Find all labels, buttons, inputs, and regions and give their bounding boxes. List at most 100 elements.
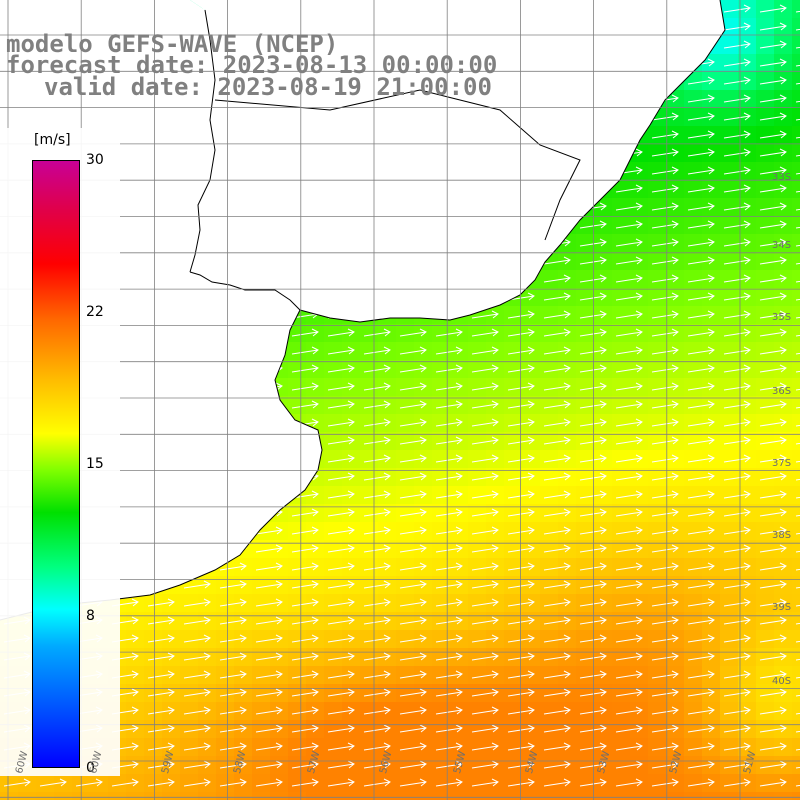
field-cell <box>684 180 703 199</box>
wind-arrow <box>759 76 787 85</box>
wind-arrow <box>327 724 355 733</box>
field-cell <box>288 738 307 757</box>
field-cell <box>378 468 397 487</box>
wind-arrow <box>723 544 751 553</box>
field-cell <box>720 630 739 649</box>
wind-arrow <box>615 328 643 337</box>
field-cell <box>540 270 559 289</box>
wind-arrow <box>687 148 715 157</box>
field-cell <box>342 342 361 361</box>
field-cell <box>450 738 469 757</box>
field-cell <box>684 324 703 343</box>
field-cell <box>414 666 433 685</box>
field-cell <box>792 540 800 559</box>
field-cell <box>450 378 469 397</box>
field-cell <box>792 720 800 739</box>
wind-arrow <box>399 670 427 679</box>
field-cell <box>792 666 800 685</box>
field-cell <box>252 702 271 721</box>
wind-arrow <box>615 652 643 661</box>
wind-arrow <box>687 436 715 445</box>
field-cell <box>342 378 361 397</box>
wind-arrow <box>579 220 607 229</box>
field-cell <box>648 522 667 541</box>
field-cell <box>504 774 523 793</box>
wind-arrow <box>723 94 751 103</box>
field-cell <box>738 36 757 55</box>
field-cell <box>756 576 775 595</box>
wind-arrow <box>147 652 175 661</box>
field-cell <box>630 630 649 649</box>
field-cell <box>522 522 541 541</box>
field-cell <box>720 666 739 685</box>
field-cell <box>702 666 721 685</box>
field-cell <box>306 594 325 613</box>
field-cell <box>234 774 253 793</box>
field-cell <box>648 774 667 793</box>
field-cell <box>630 774 649 793</box>
field-cell <box>432 558 451 577</box>
field-cell <box>792 486 800 505</box>
field-cell <box>612 342 631 361</box>
wind-arrow <box>399 634 427 643</box>
wind-arrow <box>543 310 571 319</box>
field-cell <box>486 594 505 613</box>
field-cell <box>576 414 595 433</box>
wind-arrow <box>615 202 643 211</box>
field-cell <box>738 576 757 595</box>
field-cell <box>432 378 451 397</box>
wind-arrow <box>399 706 427 715</box>
wind-arrow <box>399 328 427 337</box>
wind-arrow <box>579 274 607 283</box>
wind-arrow <box>579 238 607 247</box>
wind-arrow <box>147 706 175 715</box>
field-cell <box>360 378 379 397</box>
field-cell <box>702 522 721 541</box>
field-cell <box>360 324 379 343</box>
field-cell <box>414 450 433 469</box>
wind-arrow <box>651 130 679 139</box>
wind-arrow <box>651 382 679 391</box>
field-cell <box>774 378 793 397</box>
field-cell <box>720 18 739 37</box>
field-cell <box>324 756 343 775</box>
wind-arrow <box>543 670 571 679</box>
wind-arrow <box>183 598 211 607</box>
field-cell <box>720 288 739 307</box>
field-cell <box>720 702 739 721</box>
field-cell <box>774 72 793 91</box>
wind-arrow <box>759 22 787 31</box>
wind-arrow <box>723 580 751 589</box>
wind-arrow <box>687 94 715 103</box>
field-cell <box>414 414 433 433</box>
wind-arrow <box>255 616 283 625</box>
field-cell <box>558 288 577 307</box>
field-cell <box>792 180 800 199</box>
field-cell <box>504 504 523 523</box>
field-cell <box>540 450 559 469</box>
field-cell <box>450 486 469 505</box>
field-cell <box>558 468 577 487</box>
field-cell <box>594 612 613 631</box>
wind-arrow <box>723 166 751 175</box>
field-cell <box>702 576 721 595</box>
field-cell <box>666 360 685 379</box>
wind-arrow <box>759 40 787 49</box>
wind-arrow <box>435 382 463 391</box>
field-cell <box>450 504 469 523</box>
field-cell <box>342 450 361 469</box>
wind-arrow <box>687 472 715 481</box>
field-cell <box>648 702 667 721</box>
field-cell <box>774 540 793 559</box>
wind-arrow <box>363 472 391 481</box>
wind-arrow <box>543 436 571 445</box>
wind-arrow <box>543 274 571 283</box>
wind-arrow <box>327 544 355 553</box>
field-cell <box>576 342 595 361</box>
field-cell <box>720 54 739 73</box>
field-cell <box>198 666 217 685</box>
field-cell <box>738 378 757 397</box>
field-cell <box>342 648 361 667</box>
field-cell <box>306 342 325 361</box>
wind-arrow <box>363 436 391 445</box>
